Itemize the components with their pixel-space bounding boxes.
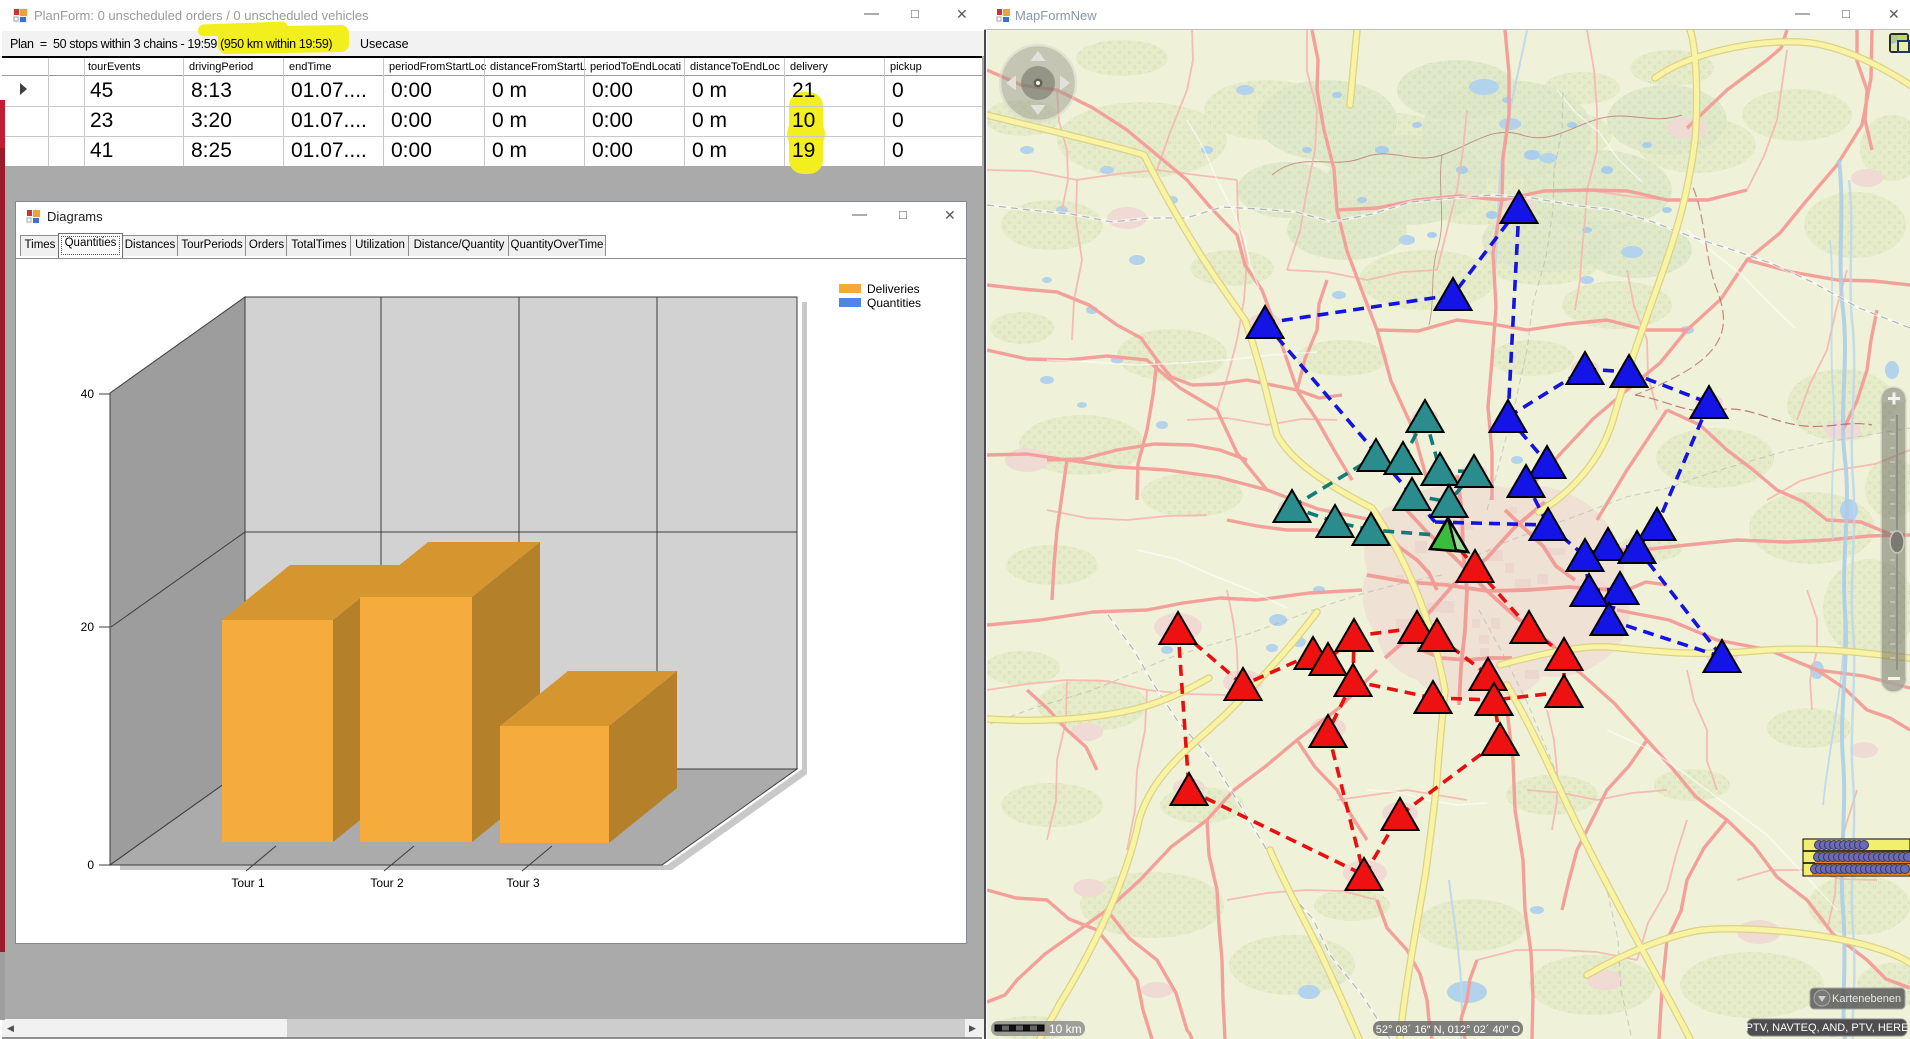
svg-text:40: 40 bbox=[81, 387, 95, 401]
svg-text:20: 20 bbox=[81, 620, 95, 634]
svg-text:Kartenebenen: Kartenebenen bbox=[1832, 993, 1901, 1005]
svg-text:52° 08´ 16″ N, 012° 02´ 40″ O: 52° 08´ 16″ N, 012° 02´ 40″ O bbox=[1376, 1024, 1521, 1036]
svg-text:Tour 1: Tour 1 bbox=[231, 876, 265, 890]
svg-text:0: 0 bbox=[87, 858, 94, 872]
svg-text:Quantities: Quantities bbox=[867, 296, 921, 310]
svg-text:Deliveries: Deliveries bbox=[867, 282, 920, 296]
svg-text:Tour 3: Tour 3 bbox=[506, 876, 540, 890]
svg-text:10 km: 10 km bbox=[1049, 1022, 1082, 1036]
svg-text:Tour 2: Tour 2 bbox=[370, 876, 404, 890]
svg-text:PTV, NAVTEQ, AND, PTV, HERE: PTV, NAVTEQ, AND, PTV, HERE bbox=[1746, 1022, 1909, 1034]
